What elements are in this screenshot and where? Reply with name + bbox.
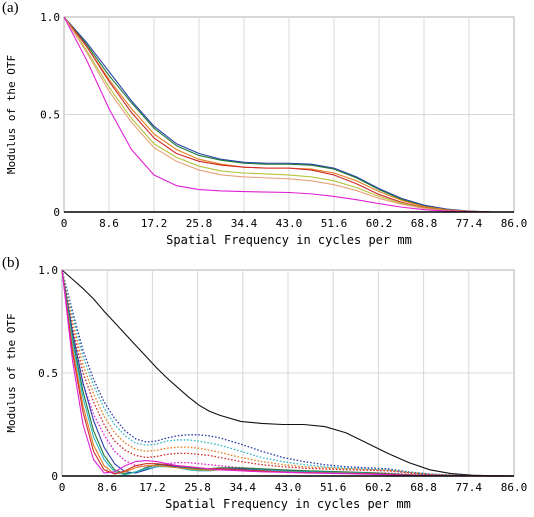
y-axis-title: Modulus of the OTF	[5, 313, 18, 432]
x-tick-label: 86.0	[501, 217, 528, 230]
y-tick-label: 0.5	[38, 367, 58, 380]
otf-chart-a: 0 8.6 17.2 25.8 34.4 43.0 51.6 60.2 68.8 77.4 86.0…	[5, 11, 528, 247]
x-tick-label: 77.4	[456, 217, 483, 230]
x-tick-label: 60.2	[365, 481, 392, 494]
x-axis-title: Spatial Frequency in cycles per mm	[166, 233, 412, 247]
x-tick-label: 77.4	[456, 481, 483, 494]
chart-panel-b: (b) 0 8.6 17.2 25.8 34.4 43.0 51.6 60.2 68.8 77.4…	[0, 255, 534, 513]
series-line-5	[61, 269, 514, 477]
x-tick-label: 25.8	[186, 217, 213, 230]
x-tick-label: 43.0	[276, 217, 303, 230]
panel-label-b: (b)	[2, 255, 20, 271]
y-tick-label: 0.5	[40, 109, 60, 122]
y-tick-label: 0	[51, 470, 58, 483]
series-line-1	[63, 16, 514, 213]
y-tick-label: 1.0	[40, 11, 60, 24]
x-tick-label: 0	[59, 481, 66, 494]
x-tick-label: 43.0	[275, 481, 302, 494]
x-tick-label: 51.6	[320, 481, 347, 494]
x-tick-label: 17.2	[141, 217, 168, 230]
x-tick-label: 51.6	[321, 217, 348, 230]
x-tick-label: 17.2	[139, 481, 166, 494]
otf-chart-b: 0 8.6 17.2 25.8 34.4 43.0 51.6 60.2 68.8 77.4 86.0…	[5, 264, 528, 511]
series-line-1	[61, 269, 515, 477]
x-tick-label: 25.8	[184, 481, 211, 494]
series-line-4	[61, 269, 514, 477]
y-tick-label: 1.0	[38, 264, 58, 277]
x-tick-label: 68.8	[410, 481, 437, 494]
x-tick-label: 34.4	[230, 481, 257, 494]
y-tick-label: 0	[53, 206, 60, 219]
x-tick-label: 60.2	[366, 217, 393, 230]
y-axis-title: Modulus of the OTF	[5, 55, 18, 174]
chart-panel-a: (a) 0 8.6 17.2 25.8 34.4 43.0 51.6 60.2 68.8 77.4…	[0, 0, 534, 255]
x-tick-label: 68.8	[411, 217, 438, 230]
x-axis-title: Spatial Frequency in cycles per mm	[165, 497, 411, 511]
x-tick-label: 8.6	[97, 481, 117, 494]
x-tick-label: 8.6	[99, 217, 119, 230]
series-line-3	[61, 269, 514, 477]
series-line-7	[63, 16, 514, 213]
x-tick-label: 86.0	[501, 481, 528, 494]
x-tick-label: 34.4	[231, 217, 258, 230]
x-tick-label: 0	[61, 217, 68, 230]
panel-label-a: (a)	[2, 0, 19, 16]
